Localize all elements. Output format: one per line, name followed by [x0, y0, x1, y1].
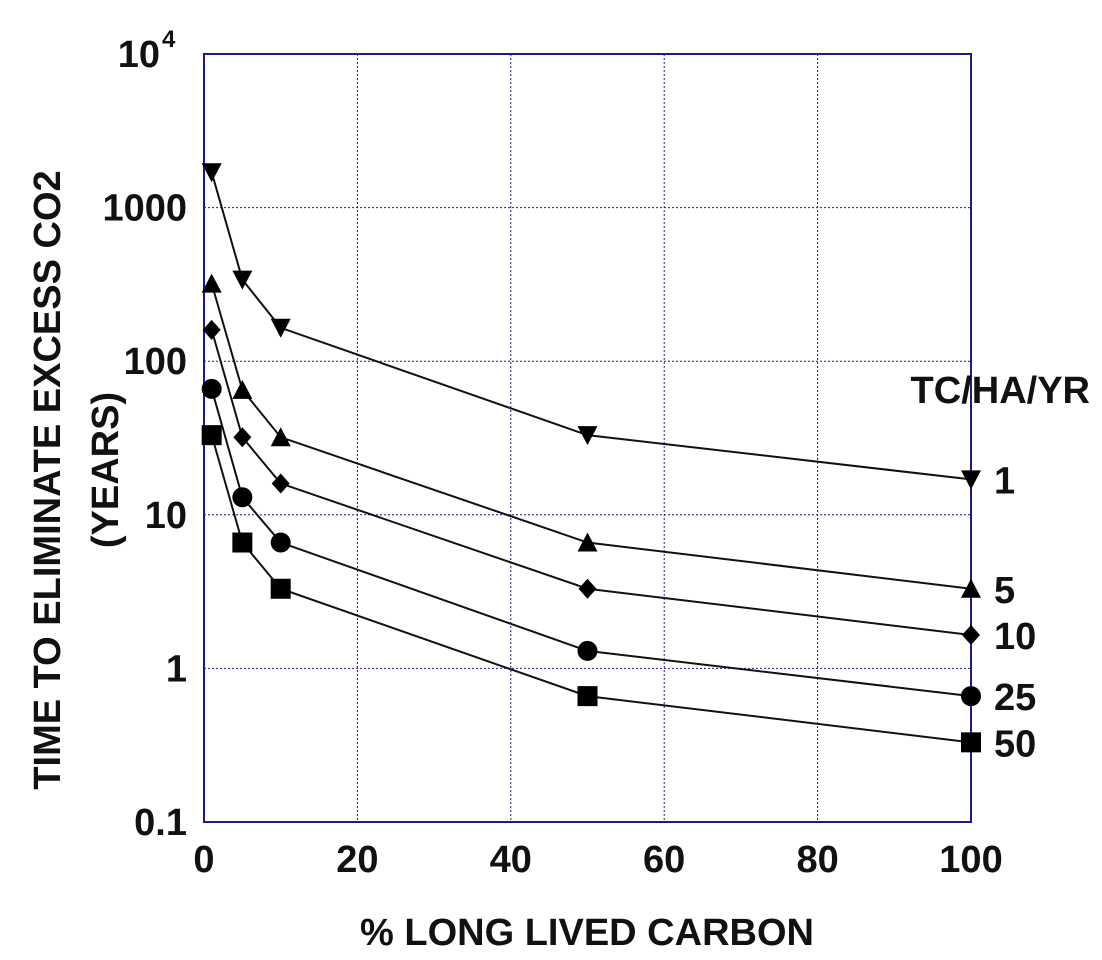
data-point-diamond: [271, 473, 290, 494]
data-point-diamond: [202, 319, 221, 340]
data-point-circle: [577, 640, 598, 661]
data-point-triangle-up: [577, 532, 598, 552]
data-point-triangle-down: [232, 270, 253, 290]
data-point-square: [961, 732, 981, 753]
x-tick-label: 60: [643, 839, 685, 881]
x-tick-label: 100: [939, 839, 1002, 881]
x-tick-label: 40: [490, 839, 532, 881]
data-point-triangle-down: [577, 426, 598, 446]
series-1: [201, 163, 981, 490]
series-5: [201, 273, 981, 598]
data-point-square: [201, 425, 222, 446]
data-point-triangle-down: [201, 163, 222, 183]
data-point-square: [232, 532, 253, 553]
series-label: 10: [994, 616, 1036, 658]
y-axis-label-line1: TIME TO ELIMINATE EXCESS CO2: [27, 170, 69, 789]
data-point-circle: [961, 686, 981, 707]
data-point-circle: [270, 532, 291, 553]
data-point-triangle-up: [961, 578, 981, 598]
y-tick-label: 1000: [102, 188, 187, 230]
series-label: 25: [994, 677, 1036, 719]
data-point-square: [270, 578, 291, 599]
series-label: 5: [994, 570, 1015, 612]
x-tick-label: 80: [796, 839, 838, 881]
y-tick-label: 100: [124, 341, 187, 383]
series-label: 1: [994, 460, 1015, 502]
data-point-triangle-up: [201, 273, 222, 293]
series-50: [201, 425, 981, 753]
series-label: 50: [994, 723, 1036, 765]
y-tick-exponent: 4: [162, 26, 176, 53]
data-point-triangle-down: [270, 318, 291, 338]
data-point-triangle-down: [961, 470, 981, 490]
y-tick-label: 10: [145, 495, 187, 537]
data-point-circle: [201, 378, 222, 399]
y-tick-label: 1: [166, 648, 187, 690]
series-10: [202, 319, 980, 645]
data-point-triangle-up: [232, 379, 253, 399]
y-tick-label: 10: [118, 34, 160, 76]
data-point-circle: [232, 487, 253, 508]
series-25: [201, 378, 981, 707]
x-tick-label: 0: [193, 839, 214, 881]
data-point-square: [577, 686, 598, 707]
x-axis-label: % LONG LIVED CARBON: [360, 912, 814, 954]
data-point-diamond: [233, 427, 252, 448]
legend-title: TC/HA/YR: [911, 370, 1090, 412]
data-point-triangle-up: [270, 427, 291, 447]
x-tick-label: 20: [336, 839, 378, 881]
grid: [204, 54, 971, 822]
data-point-diamond: [962, 624, 980, 645]
series-group: [201, 163, 981, 753]
data-point-diamond: [578, 578, 597, 599]
x-tick-labels: 0 20 40 60 80 100: [193, 839, 1002, 881]
y-axis-label-line2: (YEARS): [85, 392, 127, 548]
y-tick-label: 0.1: [134, 802, 187, 844]
